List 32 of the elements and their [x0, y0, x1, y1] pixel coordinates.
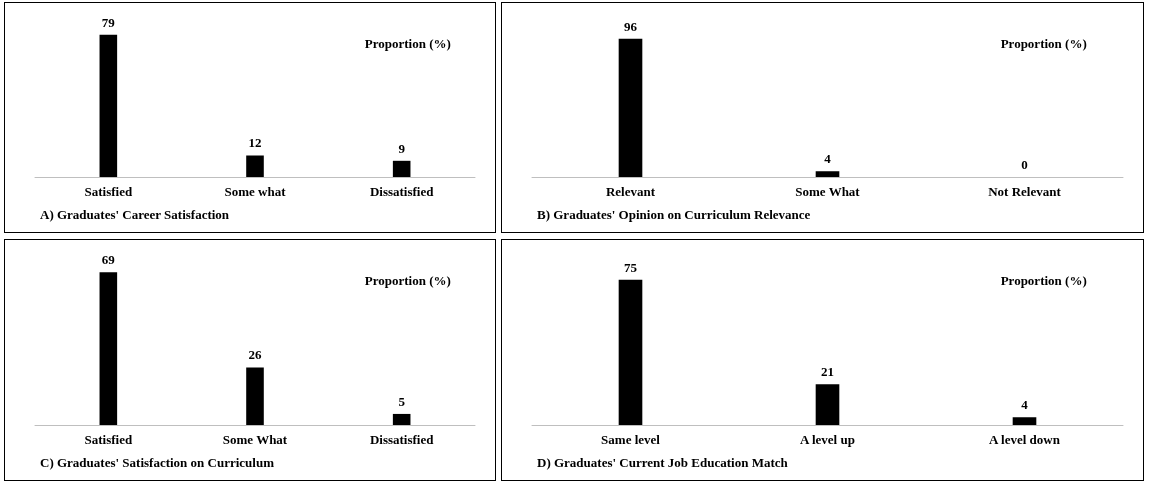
- data-label: 4: [824, 151, 832, 167]
- data-label: 75: [624, 259, 638, 275]
- x-tick-label: Relevant: [605, 184, 656, 199]
- x-tick-label: Dissatisfied: [369, 432, 435, 447]
- text: A) Graduates' Career Satisfaction: [40, 207, 230, 222]
- data-label: 21: [821, 364, 834, 380]
- text: Proportion (%): [364, 35, 451, 51]
- data-label: 79: [101, 14, 116, 30]
- text: B) Graduates' Opinion on Curriculum Relevance: [537, 207, 811, 222]
- x-tick-label: Not Relevant: [988, 184, 1062, 199]
- x-tick-label: Satisfied: [84, 184, 133, 199]
- text: C) Graduates' Satisfaction on Curriculum: [40, 455, 275, 470]
- x-tick-label: A level down: [989, 432, 1061, 447]
- data-label: 96: [624, 18, 638, 34]
- text: Proportion (%): [1000, 35, 1087, 51]
- data-label: 26: [248, 347, 262, 363]
- data-label: 12: [248, 135, 262, 151]
- x-tick-label: Dissatisfied: [369, 184, 435, 199]
- text: D) Graduates' Current Job Education Match: [537, 455, 789, 470]
- x-tick-label: Same level: [601, 432, 661, 447]
- text: Proportion (%): [364, 272, 451, 288]
- data-label: 5: [398, 393, 406, 409]
- data-label: 4: [1021, 397, 1029, 413]
- x-tick-label: Some what: [224, 184, 287, 199]
- data-label: 69: [101, 252, 116, 268]
- x-tick-label: Some What: [795, 184, 861, 199]
- x-tick-label: Satisfied: [84, 432, 133, 447]
- x-tick-label: Some What: [222, 432, 288, 447]
- x-tick-label: A level up: [800, 432, 855, 447]
- data-label: 0: [1021, 157, 1028, 172]
- data-label: 9: [398, 140, 406, 156]
- text: Proportion (%): [1000, 272, 1087, 288]
